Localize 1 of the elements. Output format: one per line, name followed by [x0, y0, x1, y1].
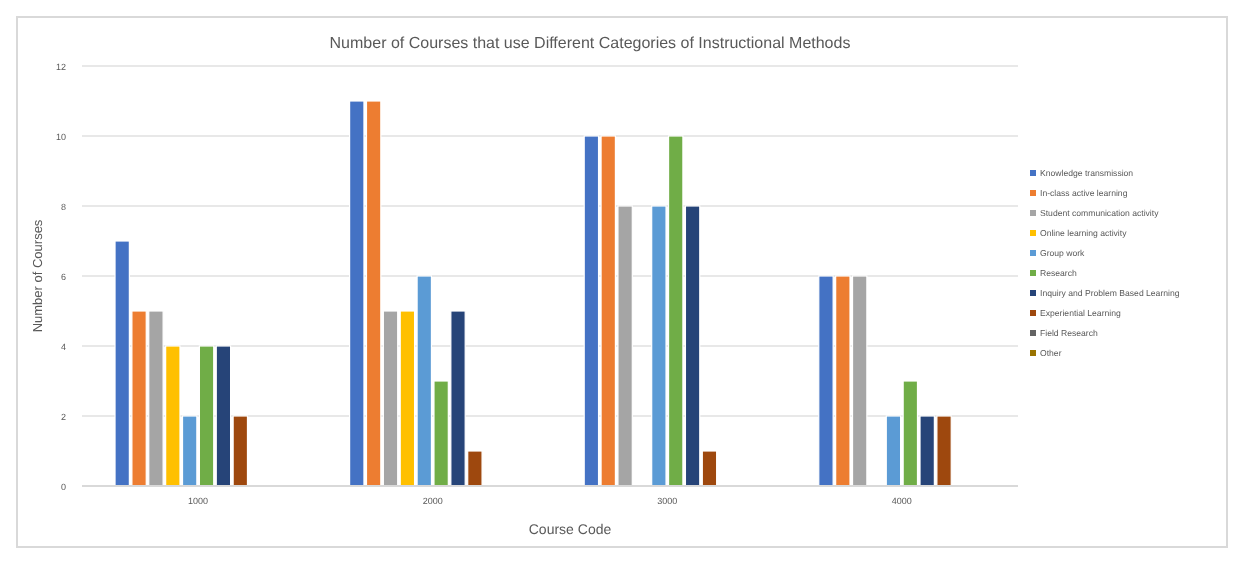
chart-title: Number of Courses that use Different Categories of Instructional Methods [329, 34, 851, 52]
